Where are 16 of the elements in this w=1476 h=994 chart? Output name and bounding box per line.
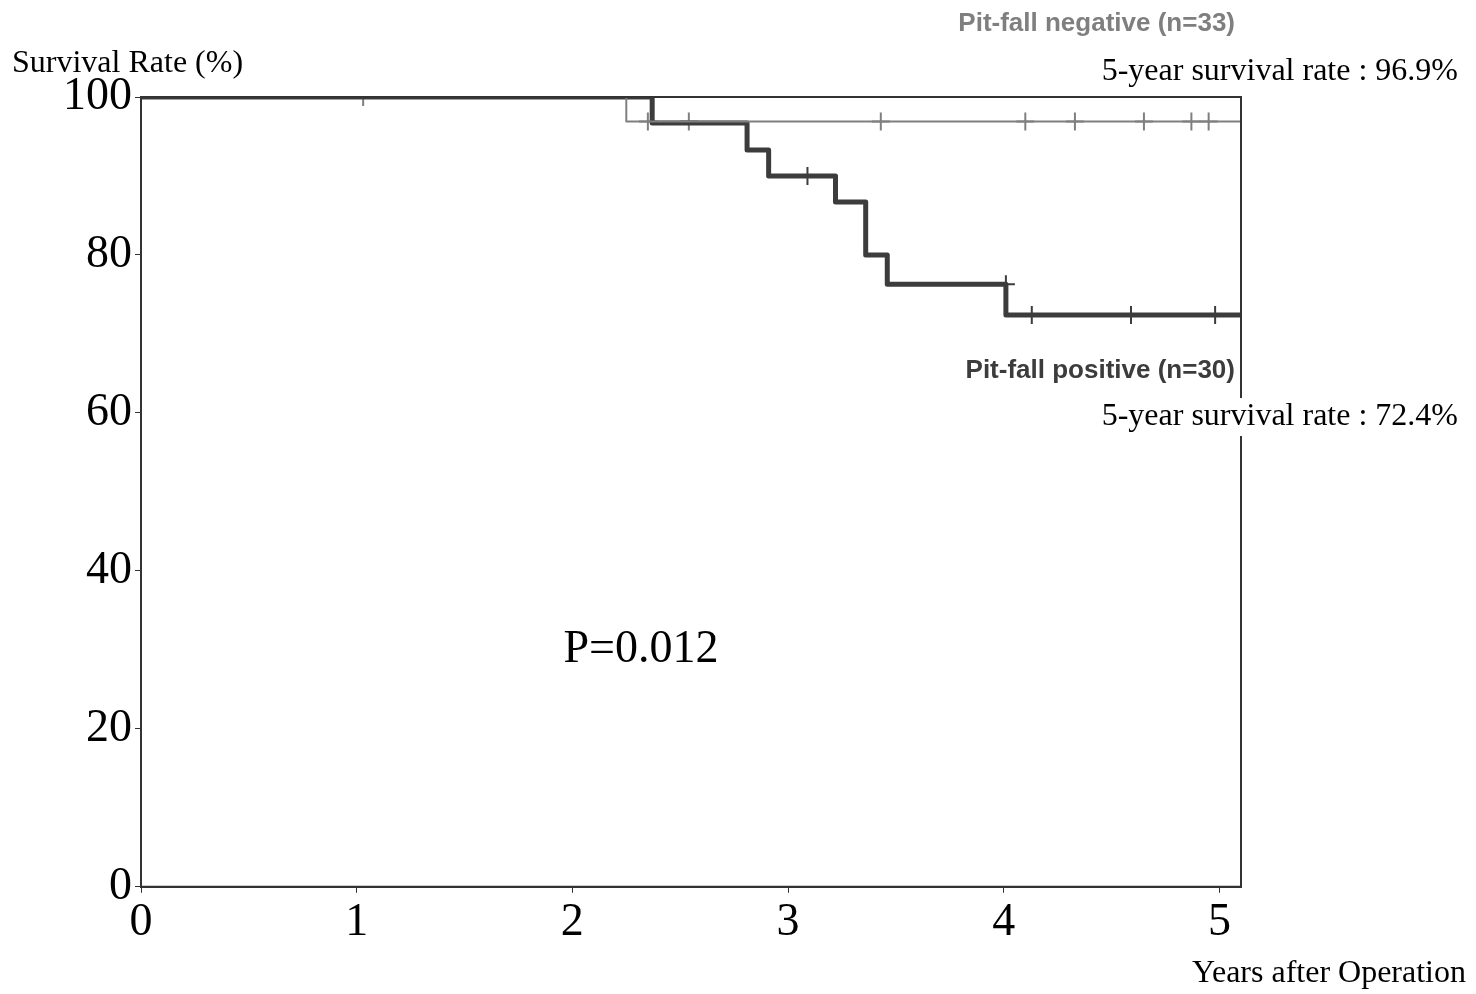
annotation: P=0.012 bbox=[563, 620, 719, 672]
x-axis-title: Years after Operation bbox=[1192, 953, 1466, 990]
y-tick-label: 0 bbox=[109, 857, 132, 909]
text: 5-year survival rate : 96.9% bbox=[1101, 51, 1458, 88]
series-label: Pit-fall positive (n=30) bbox=[965, 354, 1235, 385]
y-tick-label: 20 bbox=[86, 699, 132, 751]
x-tick-label: 5 bbox=[1207, 894, 1231, 946]
annotation: 5-year survival rate : 72.4% bbox=[1101, 396, 1458, 433]
x-tick-label: 1 bbox=[345, 894, 369, 946]
x-tick-label: 3 bbox=[776, 894, 800, 946]
y-tick-label: 80 bbox=[86, 226, 132, 278]
y-tick-label: 40 bbox=[86, 541, 132, 593]
x-tick-label: 2 bbox=[560, 894, 584, 946]
x-tick-label: 4 bbox=[992, 894, 1016, 946]
y-tick-label: 60 bbox=[86, 384, 132, 435]
text: Pit-fall negative (n=33) bbox=[958, 7, 1235, 38]
